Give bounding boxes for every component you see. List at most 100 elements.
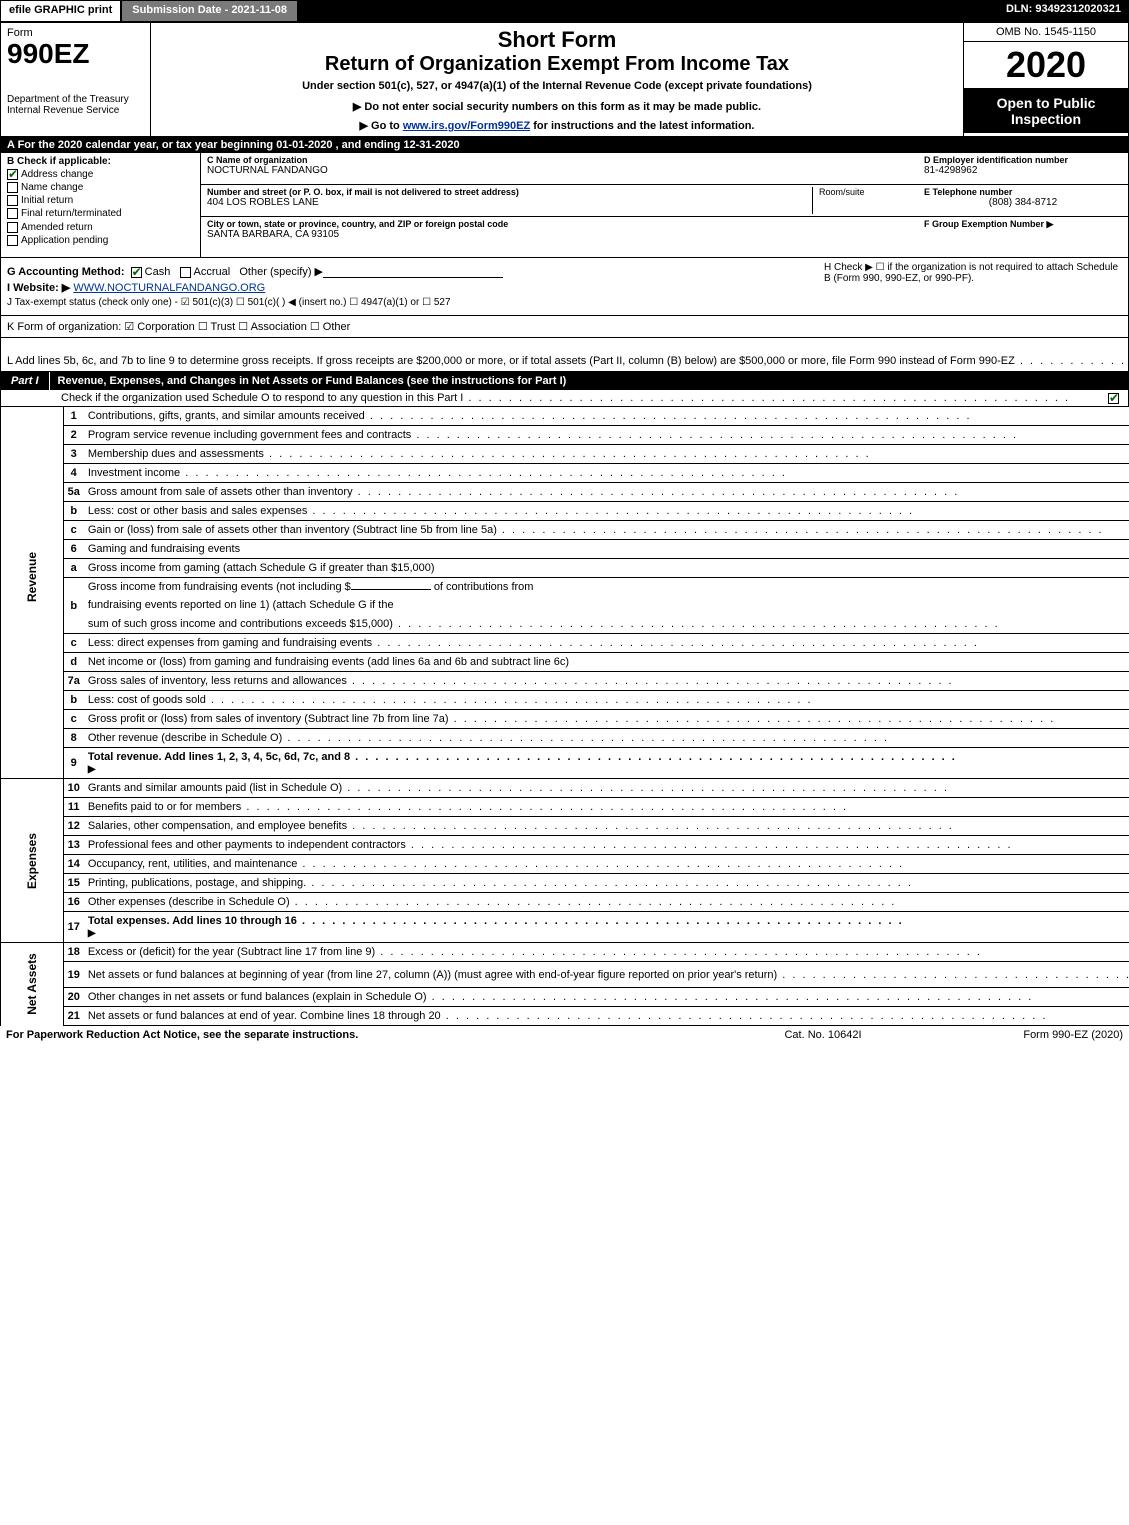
part-1-badge: Part I [1,372,50,390]
line-20-num: 20 [63,988,84,1007]
grp-lbl: F Group Exemption Number ▶ [924,219,1122,230]
line-10-num: 10 [63,779,84,798]
line-5c-num: c [63,521,84,540]
line-15-desc: Printing, publications, postage, and shi… [84,874,1129,893]
form-header: Form 990EZ Department of the Treasury In… [0,22,1129,137]
line-3-desc: Membership dues and assessments [84,445,1129,464]
part-1-header: Part I Revenue, Expenses, and Changes in… [0,372,1129,390]
subtitle-ssn-warning: ▶ Do not enter social security numbers o… [157,100,957,113]
line-2-desc: Program service revenue including govern… [84,426,1129,445]
line-5a-num: 5a [63,483,84,502]
part-1-title: Revenue, Expenses, and Changes in Net As… [50,372,1128,390]
row-g: G Accounting Method: Cash Accrual Other … [7,265,812,278]
line-5c-desc: Gain or (loss) from sale of assets other… [84,521,1129,540]
chk-name-change[interactable]: Name change [7,182,194,193]
dln-label: DLN: 93492312020321 [998,0,1129,22]
org-city-lbl: City or town, state or province, country… [207,219,912,229]
line-17-desc: Total expenses. Add lines 10 through 16 [84,912,1129,943]
ein-row: D Employer identification number 81-4298… [918,153,1128,185]
line-7a-desc: Gross sales of inventory, less returns a… [84,672,1129,691]
line-1-desc: Contributions, gifts, grants, and simila… [84,407,1129,426]
chk-amended-return[interactable]: Amended return [7,222,194,233]
org-name-row: C Name of organization NOCTURNAL FANDANG… [201,153,918,185]
line-14-desc: Occupancy, rent, utilities, and maintena… [84,855,1129,874]
row-l: L Add lines 5b, 6c, and 7b to line 9 to … [0,338,1129,372]
line-2-num: 2 [63,426,84,445]
entity-block: B Check if applicable: Address change Na… [0,153,1129,258]
website-link[interactable]: WWW.NOCTURNALFANDANGO.ORG [73,282,265,294]
title-short-form: Short Form [157,27,957,53]
chk-application-pending[interactable]: Application pending [7,235,194,246]
line-21-num: 21 [63,1007,84,1026]
row-h: H Check ▶ ☐ if the organization is not r… [818,258,1128,315]
org-addr-lbl: Number and street (or P. O. box, if mail… [207,187,812,197]
line-16-desc: Other expenses (describe in Schedule O) [84,893,1129,912]
col-d-ein-tel: D Employer identification number 81-4298… [918,153,1128,257]
chk-final-return[interactable]: Final return/terminated [7,208,194,219]
line-6a-desc: Gross income from gaming (attach Schedul… [84,559,1129,578]
line-8-num: 8 [63,729,84,748]
vlabel-revenue: Revenue [1,407,64,748]
line-11-num: 11 [63,798,84,817]
chk-address-change[interactable]: Address change [7,169,194,180]
subtitle-goto: ▶ Go to www.irs.gov/Form990EZ for instru… [157,119,957,132]
form-number: 990EZ [7,39,144,70]
irs-label: Internal Revenue Service [7,105,144,116]
line-12-num: 12 [63,817,84,836]
tel-row: E Telephone number (808) 384-8712 [918,185,1128,217]
line-9-desc: Total revenue. Add lines 1, 2, 3, 4, 5c,… [84,748,1129,779]
org-addr-val: 404 LOS ROBLES LANE [207,197,812,208]
rows-g-h: G Accounting Method: Cash Accrual Other … [1,258,1128,315]
row-k: K Form of organization: ☑ Corporation ☐ … [0,316,1129,338]
line-6c-desc: Less: direct expenses from gaming and fu… [84,634,1129,653]
row-j: J Tax-exempt status (check only one) - ☑… [7,297,812,308]
org-city-val: SANTA BARBARA, CA 93105 [207,229,912,240]
chk-accrual[interactable] [180,267,191,278]
line-3-num: 3 [63,445,84,464]
room-suite: Room/suite [812,187,912,214]
col-b-checkboxes: B Check if applicable: Address change Na… [1,153,201,257]
chk-cash[interactable] [131,267,142,278]
line-17-num: 17 [63,912,84,943]
line-11-desc: Benefits paid to or for members [84,798,1129,817]
submission-date-button[interactable]: Submission Date - 2021-11-08 [121,0,298,22]
line-6b-desc3: sum of such gross income and contributio… [84,615,1129,634]
line-5b-desc: Less: cost or other basis and sales expe… [84,502,1129,521]
line-5b-num: b [63,502,84,521]
form-right-block: OMB No. 1545-1150 2020 Open to Public In… [963,23,1128,136]
form-title-block: Short Form Return of Organization Exempt… [151,23,963,136]
line-7c-num: c [63,710,84,729]
line-7b-desc: Less: cost of goods sold [84,691,1129,710]
line-7a-num: 7a [63,672,84,691]
row-i: I Website: ▶ WWW.NOCTURNALFANDANGO.ORG [7,281,812,294]
top-bar: efile GRAPHIC print Submission Date - 20… [0,0,1129,22]
efile-print-button[interactable]: efile GRAPHIC print [0,0,121,22]
subtitle-section: Under section 501(c), 527, or 4947(a)(1)… [157,80,957,92]
goto-pre: ▶ Go to [360,120,403,132]
department-label: Department of the Treasury [7,94,144,105]
chk-schedule-o-part1[interactable] [1108,393,1119,404]
line-1-num: 1 [63,407,84,426]
line-6c-num: c [63,634,84,653]
line-6d-num: d [63,653,84,672]
line-20-desc: Other changes in net assets or fund bala… [84,988,1129,1007]
tax-year: 2020 [964,42,1128,89]
line-4-desc: Investment income [84,464,1129,483]
form-identifier: Form 990EZ Department of the Treasury In… [1,23,151,136]
line-13-desc: Professional fees and other payments to … [84,836,1129,855]
irs-link[interactable]: www.irs.gov/Form990EZ [403,120,530,132]
goto-post: for instructions and the latest informat… [530,120,754,132]
line-6b-desc1: Gross income from fundraising events (no… [84,578,1129,597]
line-16-num: 16 [63,893,84,912]
part-1-subtitle: Check if the organization used Schedule … [0,390,1129,406]
line-18-desc: Excess or (deficit) for the year (Subtra… [84,943,1129,962]
ein-val: 81-4298962 [924,165,1122,176]
line-15-num: 15 [63,874,84,893]
part-1-table: Revenue 1 Contributions, gifts, grants, … [0,406,1129,1026]
line-13-num: 13 [63,836,84,855]
chk-initial-return[interactable]: Initial return [7,195,194,206]
line-14-num: 14 [63,855,84,874]
tel-val: (808) 384-8712 [924,197,1122,208]
org-name-val: NOCTURNAL FANDANGO [207,165,912,176]
line-6-num: 6 [63,540,84,559]
